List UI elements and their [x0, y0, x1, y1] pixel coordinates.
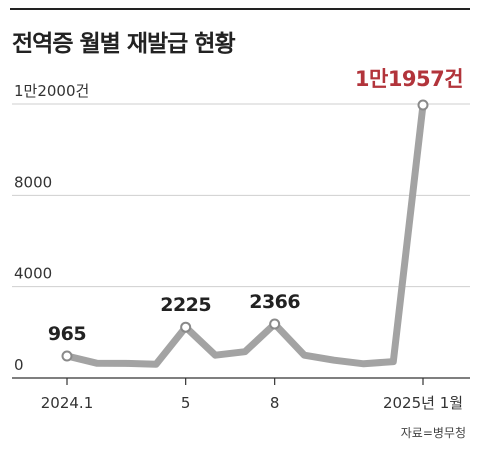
- chart-title: 전역증 월별 재발급 현황: [12, 31, 236, 57]
- source-note: 자료=병무청: [400, 426, 466, 440]
- data-label: 965: [48, 323, 86, 345]
- grid-lines: [12, 103, 470, 288]
- data-point: [417, 99, 429, 111]
- x-tick-label: 2024.1: [41, 394, 94, 412]
- data-label: 2225: [160, 294, 211, 316]
- y-tick-labels: 0 4000 8000 1만2000건: [14, 82, 89, 374]
- data-points: [61, 99, 429, 362]
- y-tick-label: 0: [14, 356, 24, 374]
- x-tick-label: 5: [181, 394, 191, 412]
- x-ticks: 2024.1 5 8 2025년 1월: [41, 378, 463, 412]
- y-tick-label: 1만2000건: [14, 82, 89, 100]
- data-label: 2366: [249, 291, 300, 313]
- x-tick-label: 2025년 1월: [383, 394, 463, 412]
- data-label: 1만1957건: [355, 67, 463, 91]
- data-point: [180, 321, 192, 333]
- data-point: [269, 318, 281, 330]
- top-rule: [10, 8, 470, 10]
- series-line: [63, 101, 427, 368]
- data-point: [61, 350, 73, 362]
- y-tick-label: 4000: [14, 265, 52, 283]
- x-tick-label: 8: [270, 394, 280, 412]
- data-labels: 965 2225 2366 1만1957건: [48, 67, 464, 345]
- y-tick-label: 8000: [14, 173, 52, 191]
